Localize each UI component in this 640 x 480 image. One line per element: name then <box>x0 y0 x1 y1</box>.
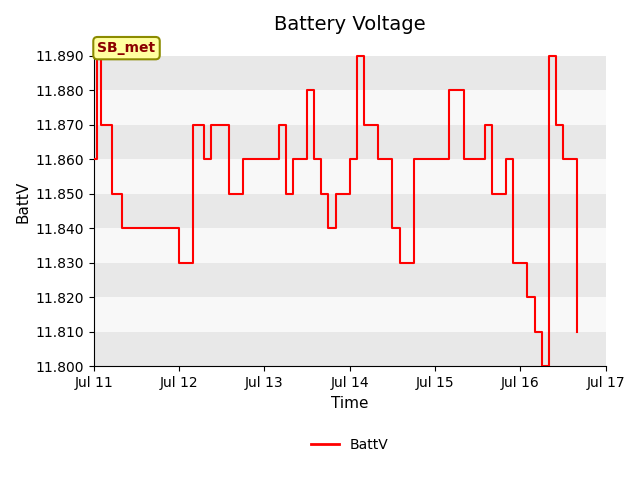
Bar <box>94 263 605 297</box>
Text: SB_met: SB_met <box>97 41 156 55</box>
Bar <box>94 159 605 194</box>
Bar <box>94 332 605 366</box>
Bar <box>94 228 605 263</box>
Bar <box>94 297 605 332</box>
Bar <box>94 194 605 228</box>
Bar <box>94 125 605 159</box>
X-axis label: Time: Time <box>331 396 369 411</box>
Y-axis label: BattV: BattV <box>15 181 30 224</box>
Legend: BattV: BattV <box>305 432 394 457</box>
Title: Battery Voltage: Battery Voltage <box>274 15 426 34</box>
Bar <box>94 90 605 125</box>
Bar <box>94 56 605 90</box>
